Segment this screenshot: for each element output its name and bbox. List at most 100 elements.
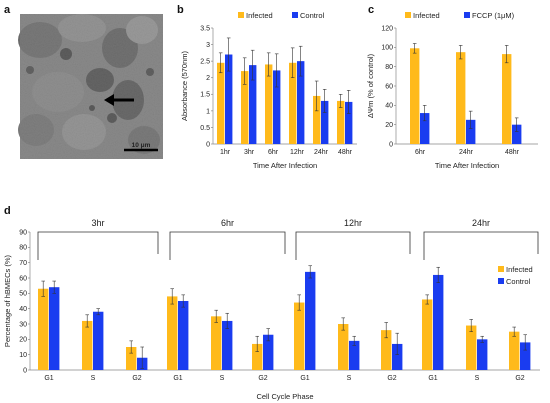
y-tick-label: 50 bbox=[19, 291, 27, 298]
y-tick-label: 20 bbox=[19, 337, 27, 344]
bar-infected-6hr bbox=[265, 64, 273, 144]
y-tick-label: 0 bbox=[389, 141, 393, 148]
y-axis-label: Absorbance (570nm) bbox=[180, 50, 189, 121]
bar-infected-12hr bbox=[289, 62, 297, 144]
bar-control-1hr bbox=[225, 54, 233, 145]
bar-infected-48hr bbox=[502, 54, 512, 144]
bar-control-24hr bbox=[321, 100, 329, 144]
legend-label: Infected bbox=[413, 11, 440, 20]
bar-infected-3hr bbox=[241, 71, 249, 144]
bar-infected-s bbox=[82, 320, 93, 370]
bar-infected-24hr bbox=[313, 95, 321, 144]
bar-infected-g2 bbox=[126, 347, 137, 370]
bar-infected-g1 bbox=[38, 288, 49, 370]
legend-label: Control bbox=[506, 277, 531, 286]
bar-control-g1 bbox=[433, 274, 444, 370]
legend-swatch bbox=[405, 12, 411, 18]
x-tick-label: G2 bbox=[387, 375, 396, 382]
group-bracket bbox=[423, 231, 539, 260]
bar-infected-g2 bbox=[509, 331, 520, 370]
bar-infected-s bbox=[338, 324, 349, 370]
bar-infected-g1 bbox=[294, 302, 305, 370]
bar-control-g1 bbox=[305, 271, 316, 370]
legend-swatch bbox=[292, 12, 298, 18]
y-tick-label: 0 bbox=[206, 141, 210, 148]
x-axis-label: Time After Infection bbox=[253, 161, 317, 170]
scale-bar-label: 10 μm bbox=[132, 142, 151, 149]
bar-infected-6hr bbox=[410, 48, 420, 144]
bar-infected-g1 bbox=[167, 296, 178, 370]
x-tick-label: 6hr bbox=[415, 149, 426, 156]
legend-swatch bbox=[464, 12, 470, 18]
bar-control-g2 bbox=[520, 342, 531, 370]
x-tick-label: G1 bbox=[428, 375, 437, 382]
bar-fccp-1-m--6hr bbox=[420, 113, 430, 144]
panel-label-b: b bbox=[177, 4, 184, 16]
x-tick-label: 24hr bbox=[459, 149, 474, 156]
y-axis-label: ΔΨm (% of control) bbox=[366, 53, 375, 118]
y-tick-label: 3 bbox=[206, 42, 210, 49]
y-tick-label: 2 bbox=[206, 75, 210, 82]
y-tick-label: 0.5 bbox=[200, 125, 210, 132]
bar-control-s bbox=[222, 320, 233, 370]
bar-control-s bbox=[93, 311, 104, 370]
legend-label: Infected bbox=[246, 11, 273, 20]
chart-d: 0 10 20 30 40 50 60 70 80 90 Percentage of hBMECs … bbox=[3, 218, 540, 401]
legend-label: Control bbox=[300, 11, 325, 20]
bar-infected-g2 bbox=[252, 343, 263, 370]
bar-control-g2 bbox=[392, 343, 403, 370]
y-tick-label: 120 bbox=[381, 25, 393, 32]
arrow-icon bbox=[104, 94, 134, 106]
y-tick-label: 40 bbox=[385, 103, 393, 110]
x-tick-label: G2 bbox=[515, 375, 524, 382]
y-tick-label: 60 bbox=[19, 275, 27, 282]
chart-b: 0 0.5 1 1.5 2 2.5 3 3.5 Absorbance (570nm) Time A… bbox=[180, 11, 357, 170]
y-tick-label: 60 bbox=[385, 83, 393, 90]
panel-label-d: d bbox=[4, 205, 11, 217]
panel-label-a: a bbox=[4, 4, 11, 16]
y-tick-label: 40 bbox=[19, 306, 27, 313]
x-tick-label: G2 bbox=[258, 375, 267, 382]
bar-infected-s bbox=[211, 316, 222, 370]
bar-control-g1 bbox=[49, 287, 60, 370]
x-tick-label: S bbox=[347, 375, 352, 382]
x-tick-label: 48hr bbox=[338, 149, 353, 156]
y-tick-label: 100 bbox=[381, 45, 393, 52]
bar-infected-s bbox=[466, 325, 477, 370]
y-axis-label: Percentage of hBMECs (%) bbox=[3, 254, 12, 347]
bar-control-6hr bbox=[273, 70, 281, 144]
bar-control-12hr bbox=[297, 61, 305, 145]
legend-swatch bbox=[498, 266, 504, 272]
legend-label: Infected bbox=[506, 265, 533, 274]
x-axis-label: Cell Cycle Phase bbox=[256, 392, 313, 401]
micrograph: 10 μm bbox=[18, 14, 163, 159]
bar-fccp-1-m--24hr bbox=[466, 119, 476, 144]
bar-fccp-1-m--48hr bbox=[512, 124, 522, 144]
legend-swatch bbox=[498, 278, 504, 284]
group-label-3hr: 3hr bbox=[91, 218, 104, 228]
x-tick-label: 12hr bbox=[290, 149, 305, 156]
x-axis-label: Time After Infection bbox=[435, 161, 499, 170]
legend-label: FCCP (1μM) bbox=[472, 11, 515, 20]
x-tick-label: 3hr bbox=[244, 149, 255, 156]
bar-infected-g2 bbox=[381, 330, 392, 370]
legend-swatch bbox=[238, 12, 244, 18]
y-tick-label: 80 bbox=[385, 64, 393, 71]
y-tick-label: 10 bbox=[19, 352, 27, 359]
y-tick-label: 1.5 bbox=[200, 92, 210, 99]
group-bracket bbox=[37, 231, 159, 260]
x-tick-label: S bbox=[220, 375, 225, 382]
group-label-24hr: 24hr bbox=[472, 218, 490, 228]
x-tick-label: 48hr bbox=[505, 149, 520, 156]
bar-control-s bbox=[349, 340, 360, 370]
y-tick-label: 20 bbox=[385, 122, 393, 129]
bar-infected-1hr bbox=[217, 62, 225, 144]
x-tick-label: S bbox=[475, 375, 480, 382]
bar-control-g1 bbox=[178, 301, 189, 370]
x-tick-label: S bbox=[91, 375, 96, 382]
bar-control-48hr bbox=[345, 101, 353, 144]
group-label-6hr: 6hr bbox=[221, 218, 234, 228]
bar-infected-24hr bbox=[456, 52, 466, 144]
bar-infected-g1 bbox=[422, 299, 433, 370]
y-tick-label: 0 bbox=[23, 367, 27, 374]
